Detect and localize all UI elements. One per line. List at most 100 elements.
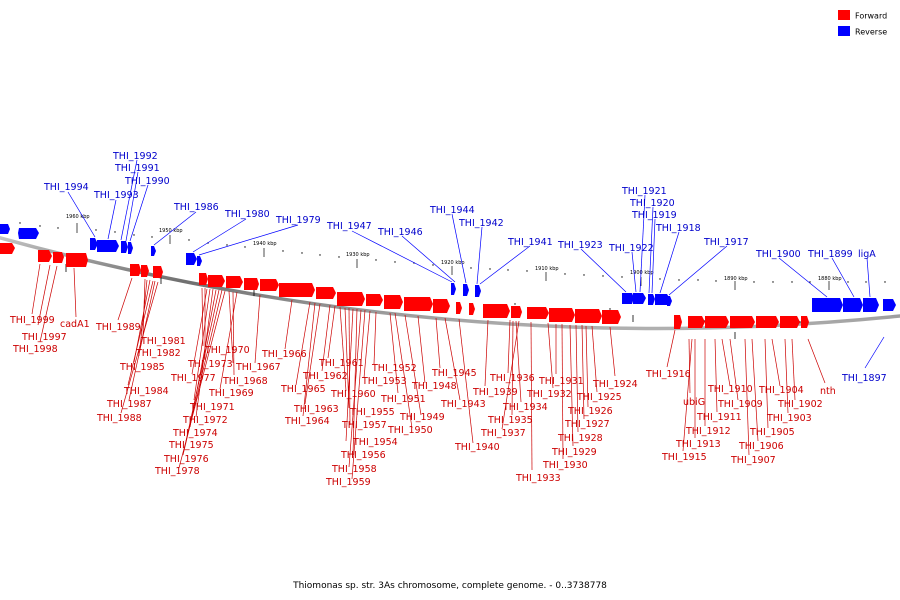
gene-label-thi1959[interactable]: THI_1959 bbox=[325, 477, 371, 488]
gene-label-thi1947[interactable]: THI_1947 bbox=[326, 221, 372, 232]
gene-label-thi1909[interactable]: THI_1909 bbox=[717, 399, 763, 410]
gene-label-thi1973[interactable]: THI_1973 bbox=[187, 359, 233, 370]
gene-label-thi1903[interactable]: THI_1903 bbox=[766, 413, 812, 424]
gene-arrow-forward[interactable] bbox=[279, 283, 315, 297]
gene-arrow-reverse[interactable] bbox=[633, 293, 646, 304]
gene-label-thi1928[interactable]: THI_1928 bbox=[557, 433, 603, 444]
gene-label-thi1927[interactable]: THI_1927 bbox=[564, 419, 610, 430]
gene-arrow-forward[interactable] bbox=[199, 273, 208, 285]
gene-arrow-reverse[interactable] bbox=[0, 224, 10, 234]
gene-label-thi1941[interactable]: THI_1941 bbox=[507, 237, 553, 248]
gene-arrow-reverse[interactable] bbox=[648, 294, 655, 305]
gene-arrow-reverse[interactable] bbox=[667, 296, 672, 306]
gene-label-thi1916[interactable]: THI_1916 bbox=[645, 369, 691, 380]
gene-arrow-forward[interactable] bbox=[0, 243, 15, 254]
gene-label-thi1979[interactable]: THI_1979 bbox=[275, 215, 321, 226]
gene-arrow-forward[interactable] bbox=[575, 309, 602, 323]
gene-label-thi1989[interactable]: THI_1989 bbox=[95, 322, 141, 333]
gene-label-thi1991[interactable]: THI_1991 bbox=[114, 163, 160, 174]
gene-label-thi1982[interactable]: THI_1982 bbox=[135, 348, 181, 359]
gene-label-thi1962[interactable]: THI_1962 bbox=[302, 371, 348, 382]
gene-label-thi1984[interactable]: THI_1984 bbox=[123, 386, 169, 397]
gene-label-thi1970[interactable]: THI_1970 bbox=[204, 345, 250, 356]
gene-label-thi1923[interactable]: THI_1923 bbox=[557, 240, 603, 251]
gene-label-thi1905[interactable]: THI_1905 bbox=[749, 427, 795, 438]
gene-arrow-reverse[interactable] bbox=[812, 298, 843, 312]
gene-label-thi1978[interactable]: THI_1978 bbox=[154, 466, 200, 477]
gene-arrow-reverse[interactable] bbox=[97, 240, 119, 252]
gene-arrow-reverse[interactable] bbox=[655, 294, 670, 305]
gene-arrow-forward[interactable] bbox=[53, 252, 64, 263]
gene-label-thi1986[interactable]: THI_1986 bbox=[173, 202, 219, 213]
gene-arrow-forward[interactable] bbox=[208, 275, 225, 287]
gene-label-thi1956[interactable]: THI_1956 bbox=[340, 450, 386, 461]
gene-label-thi1944[interactable]: THI_1944 bbox=[429, 205, 475, 216]
gene-arrow-reverse[interactable] bbox=[197, 256, 202, 266]
gene-arrow-forward[interactable] bbox=[226, 276, 243, 288]
gene-label-thi1961[interactable]: THI_1961 bbox=[318, 358, 364, 369]
gene-arrow-reverse[interactable] bbox=[475, 285, 481, 297]
gene-arrow-forward[interactable] bbox=[260, 279, 279, 291]
gene-arrow-reverse[interactable] bbox=[843, 298, 863, 312]
gene-label-thi1900[interactable]: THI_1900 bbox=[755, 249, 801, 260]
gene-label-thi1935[interactable]: THI_1935 bbox=[487, 415, 533, 426]
gene-label-thi1975[interactable]: THI_1975 bbox=[168, 440, 214, 451]
gene-label-thi1929[interactable]: THI_1929 bbox=[551, 447, 597, 458]
gene-arrow-forward[interactable] bbox=[456, 302, 462, 314]
gene-label-thi1921[interactable]: THI_1921 bbox=[621, 186, 667, 197]
gene-arrow-forward[interactable] bbox=[780, 316, 800, 328]
gene-label-thi1897[interactable]: THI_1897 bbox=[841, 373, 887, 384]
gene-label-thi1955[interactable]: THI_1955 bbox=[349, 407, 395, 418]
gene-label-thi1971[interactable]: THI_1971 bbox=[189, 402, 235, 413]
gene-label-thi1906[interactable]: THI_1906 bbox=[738, 441, 784, 452]
gene-label-thi1963[interactable]: THI_1963 bbox=[293, 404, 339, 415]
gene-label-thi1977[interactable]: THI_1977 bbox=[170, 373, 216, 384]
gene-label-thi1924[interactable]: THI_1924 bbox=[592, 379, 638, 390]
gene-label-thi1899[interactable]: THI_1899 bbox=[807, 249, 853, 260]
gene-arrow-forward[interactable] bbox=[337, 292, 365, 306]
gene-label-cada1[interactable]: cadA1 bbox=[60, 319, 90, 330]
gene-label-thi1904[interactable]: THI_1904 bbox=[758, 385, 804, 396]
gene-arrow-forward[interactable] bbox=[244, 278, 259, 290]
gene-label-thi1933[interactable]: THI_1933 bbox=[515, 473, 561, 484]
gene-label-thi1976[interactable]: THI_1976 bbox=[163, 454, 209, 465]
gene-label-thi1981[interactable]: THI_1981 bbox=[140, 336, 186, 347]
gene-label-thi1987[interactable]: THI_1987 bbox=[106, 399, 152, 410]
gene-arrow-forward[interactable] bbox=[511, 306, 522, 318]
gene-label-thi1951[interactable]: THI_1951 bbox=[380, 394, 426, 405]
gene-arrow-forward[interactable] bbox=[433, 299, 450, 313]
gene-label-thi1957[interactable]: THI_1957 bbox=[341, 420, 387, 431]
gene-arrow-reverse[interactable] bbox=[186, 253, 197, 265]
gene-label-thi1974[interactable]: THI_1974 bbox=[172, 428, 218, 439]
gene-arrow-reverse[interactable] bbox=[863, 298, 879, 312]
gene-arrow-forward[interactable] bbox=[527, 307, 549, 319]
gene-label-thi1919[interactable]: THI_1919 bbox=[631, 210, 677, 221]
gene-arrow-forward[interactable] bbox=[66, 253, 88, 267]
gene-label-thi1911[interactable]: THI_1911 bbox=[696, 412, 742, 423]
gene-label-thi1985[interactable]: THI_1985 bbox=[119, 362, 165, 373]
gene-label-thi1949[interactable]: THI_1949 bbox=[399, 412, 445, 423]
gene-arrow-reverse[interactable] bbox=[18, 228, 39, 239]
gene-arrow-forward[interactable] bbox=[130, 264, 141, 276]
gene-arrow-forward[interactable] bbox=[674, 315, 682, 329]
gene-arrow-forward[interactable] bbox=[688, 316, 705, 328]
gene-label-thi1902[interactable]: THI_1902 bbox=[777, 399, 823, 410]
gene-arrow-forward[interactable] bbox=[730, 316, 755, 328]
gene-arrow-forward[interactable] bbox=[404, 297, 433, 311]
gene-label-thi1943[interactable]: THI_1943 bbox=[440, 399, 486, 410]
gene-arrow-reverse[interactable] bbox=[883, 299, 896, 311]
gene-label-thi1992[interactable]: THI_1992 bbox=[112, 151, 158, 162]
gene-arrow-reverse[interactable] bbox=[463, 284, 469, 296]
gene-arrow-reverse[interactable] bbox=[90, 238, 98, 250]
gene-arrow-reverse[interactable] bbox=[121, 241, 128, 253]
gene-label-ubig[interactable]: ubiG bbox=[683, 397, 705, 408]
gene-arrow-forward[interactable] bbox=[705, 316, 729, 328]
gene-arrow-reverse[interactable] bbox=[128, 242, 133, 254]
gene-label-thi1972[interactable]: THI_1972 bbox=[182, 415, 228, 426]
gene-label-thi1942[interactable]: THI_1942 bbox=[458, 218, 504, 229]
gene-label-thi1948[interactable]: THI_1948 bbox=[411, 381, 457, 392]
gene-label-thi1950[interactable]: THI_1950 bbox=[387, 425, 433, 436]
gene-label-thi1922[interactable]: THI_1922 bbox=[608, 243, 654, 254]
gene-arrow-forward[interactable] bbox=[38, 250, 52, 262]
gene-label-thi1968[interactable]: THI_1968 bbox=[222, 376, 268, 387]
